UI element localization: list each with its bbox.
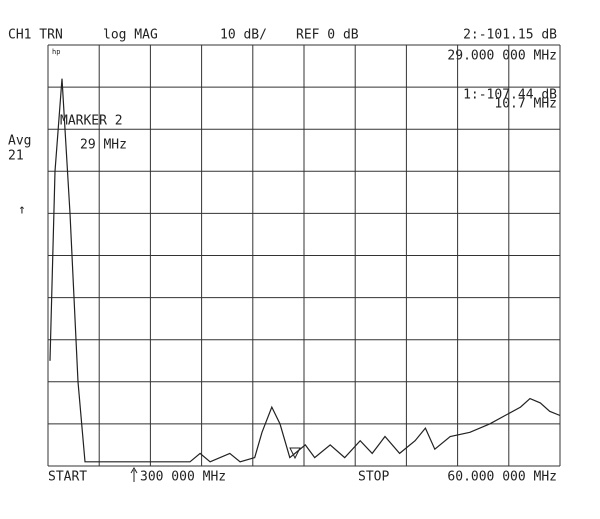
channel: CH1 TRN: [8, 28, 63, 43]
start-value: 300 000 MHz: [140, 470, 226, 485]
start-label: START: [48, 470, 87, 485]
marker-glyph: [289, 447, 301, 460]
annotation-freq: 29 MHz: [80, 138, 127, 153]
avg-count: 21: [8, 149, 24, 164]
scale: 10 dB/: [220, 28, 267, 43]
trace: [49, 78, 561, 463]
logo: hp: [52, 48, 60, 56]
stop-value: 60.000 000 MHz: [447, 470, 557, 485]
start-marker: [130, 467, 138, 482]
annotation-title: MARKER 2: [60, 114, 123, 129]
stop-label: STOP: [358, 470, 389, 485]
marker-readout: 1:-107.44 dB: [463, 88, 557, 103]
marker-freq: 10.7 MHz: [494, 97, 557, 112]
format: log MAG: [103, 28, 158, 43]
avg-label: Avg: [8, 134, 31, 149]
reference: REF 0 dB: [296, 28, 359, 43]
arrow: ↑: [18, 203, 26, 218]
marker-freq: 29.000 000 MHz: [447, 49, 557, 64]
marker-readout: 2:-101.15 dB: [463, 28, 557, 43]
